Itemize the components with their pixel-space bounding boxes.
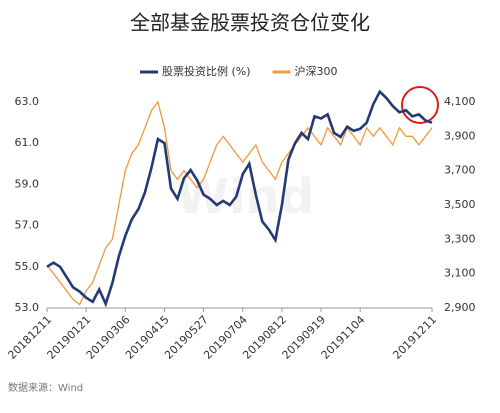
legend-label: 沪深300: [295, 64, 338, 78]
y-tick-label: 61.0: [15, 136, 40, 149]
y2-tick-label: 2,900: [444, 301, 476, 314]
y-tick-label: 59.0: [15, 177, 40, 190]
data-line: [46, 89, 433, 308]
y2-tick-label: 3,500: [444, 198, 476, 211]
y2-tick-label: 3,300: [444, 232, 476, 245]
y-tick-label: 55.0: [15, 260, 40, 273]
y-tick-label: 53.0: [15, 301, 40, 314]
chart-title: 全部基金股票投资仓位变化: [130, 11, 370, 35]
watermark: Wind: [176, 169, 314, 225]
x-tick-label: 20191211: [390, 313, 439, 362]
data-line: [46, 100, 433, 306]
source: 数据来源：Wind: [8, 381, 83, 394]
y2-tick-label: 3,900: [444, 129, 476, 142]
y2-tick-label: 3,700: [444, 164, 476, 177]
highlight-circle: [401, 86, 439, 124]
y2-tick-label: 3,100: [444, 267, 476, 280]
y-tick-label: 63.0: [15, 95, 40, 108]
y-tick-label: 57.0: [15, 219, 40, 232]
y2-tick-label: 4,100: [444, 95, 476, 108]
legend-label: 股票投资比例 (%): [162, 64, 251, 78]
